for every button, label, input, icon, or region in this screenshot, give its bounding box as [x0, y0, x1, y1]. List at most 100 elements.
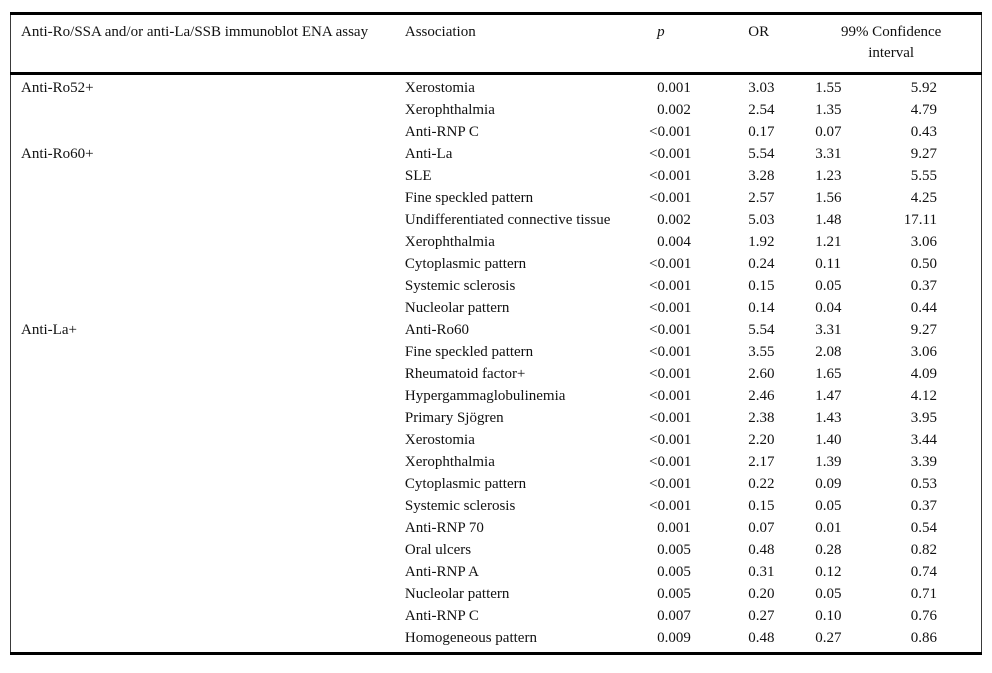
assay-group-cell [11, 495, 405, 517]
association-cell: Xerophthalmia [405, 451, 648, 473]
association-cell: Anti-RNP 70 [405, 517, 648, 539]
association-cell: Hypergammaglobulinemia [405, 385, 648, 407]
association-cell: Rheumatoid factor+ [405, 363, 648, 385]
association-cell: Xerostomia [405, 74, 648, 100]
ci-lower-cell: 0.07 [815, 124, 842, 140]
odds-ratio-cell: 2.38 [748, 410, 775, 426]
association-cell-text: Fine speckled pattern [404, 190, 534, 206]
odds-ratio-cell: 0.48 [748, 542, 775, 558]
assay-group-cell [11, 165, 405, 187]
p-value-cell: <0.001 [649, 476, 692, 492]
p-value-cell: 0.009 [657, 630, 691, 646]
column-header-assay-label: Anti-Ro/SSA and/or anti-La/SSB immunoblo… [21, 24, 369, 40]
assay-group-cell [11, 517, 405, 539]
odds-ratio-cell: 3.55 [748, 344, 775, 360]
odds-ratio-cell: 0.20 [748, 586, 775, 602]
ci-lower-cell: 1.48 [815, 212, 842, 228]
table-row: Systemic sclerosis <0.001 0.15 0.05 0.37 [11, 275, 982, 297]
ci-lower-cell: 0.10 [815, 608, 842, 624]
odds-ratio-cell: 0.48 [748, 630, 775, 646]
ci-lower-cell: 2.08 [815, 344, 842, 360]
p-value-cell: <0.001 [649, 388, 692, 404]
table-row: Oral ulcers 0.005 0.48 0.28 0.82 [11, 539, 982, 561]
table-row: Fine speckled pattern <0.001 2.57 1.56 4.25 [11, 187, 982, 209]
ci-lower-cell: 0.11 [815, 256, 841, 272]
table-row: Cytoplasmic pattern <0.001 0.22 0.09 0.53 [11, 473, 982, 495]
table-row: Homogeneous pattern 0.009 0.48 0.27 0.86 [11, 627, 982, 654]
assay-group-cell [11, 121, 405, 143]
association-cell-text: SLE [404, 168, 432, 184]
ci-upper-cell: 3.06 [910, 234, 937, 250]
odds-ratio-cell: 0.24 [748, 256, 775, 272]
assay-group-cell [11, 561, 405, 583]
association-cell: Xerophthalmia [405, 231, 648, 253]
ci-upper-cell: 3.95 [910, 410, 937, 426]
association-cell: Anti-La [405, 143, 648, 165]
column-header-ci: 99% Confidence interval [815, 13, 982, 75]
ci-upper-cell: 4.09 [910, 366, 937, 382]
odds-ratio-cell: 5.54 [748, 322, 775, 338]
association-cell-text: Oral ulcers [404, 542, 472, 558]
association-cell-text: Systemic sclerosis [404, 278, 516, 294]
odds-ratio-cell: 0.17 [748, 124, 775, 140]
table-row: Primary Sjögren <0.001 2.38 1.43 3.95 [11, 407, 982, 429]
p-value-cell: <0.001 [649, 146, 692, 162]
association-cell-text: Rheumatoid factor+ [404, 366, 526, 382]
assay-group-cell [11, 407, 405, 429]
odds-ratio-cell: 2.17 [748, 454, 775, 470]
odds-ratio-cell: 0.15 [748, 498, 775, 514]
odds-ratio-cell: 2.46 [748, 388, 775, 404]
ci-lower-cell: 3.31 [815, 146, 842, 162]
assay-group-cell [11, 451, 405, 473]
assay-group-cell [11, 583, 405, 605]
association-cell-text: Nucleolar pattern [404, 300, 510, 316]
column-header-ci-label: 99% Confidence interval [840, 24, 942, 61]
ci-upper-cell: 17.11 [903, 212, 937, 228]
association-cell: Fine speckled pattern [405, 341, 648, 363]
association-cell-text: Fine speckled pattern [404, 344, 534, 360]
p-value-cell: 0.007 [657, 608, 691, 624]
ci-lower-cell: 3.31 [815, 322, 842, 338]
assay-group-cell [11, 253, 405, 275]
table-header: Anti-Ro/SSA and/or anti-La/SSB immunoblo… [10, 13, 982, 75]
ci-lower-cell: 1.65 [815, 366, 842, 382]
p-value-cell: <0.001 [649, 278, 692, 294]
ci-upper-cell: 5.55 [910, 168, 937, 184]
table-row: Xerostomia <0.001 2.20 1.40 3.44 [11, 429, 982, 451]
ci-lower-cell: 1.55 [815, 80, 842, 96]
ci-upper-cell: 4.25 [910, 190, 937, 206]
odds-ratio-cell: 5.03 [748, 212, 775, 228]
association-cell: Nucleolar pattern [405, 583, 648, 605]
table-row: Systemic sclerosis <0.001 0.15 0.05 0.37 [11, 495, 982, 517]
ci-upper-cell: 4.12 [910, 388, 937, 404]
p-value-cell: <0.001 [649, 498, 692, 514]
ci-upper-cell: 5.92 [910, 80, 937, 96]
table-row: Cytoplasmic pattern <0.001 0.24 0.11 0.50 [11, 253, 982, 275]
ci-lower-cell: 1.35 [815, 102, 842, 118]
column-header-association-label: Association [404, 24, 476, 40]
table-row: Anti-RNP C <0.001 0.17 0.07 0.43 [11, 121, 982, 143]
ci-upper-cell: 9.27 [910, 322, 937, 338]
association-cell: Cytoplasmic pattern [405, 473, 648, 495]
assay-group-cell [11, 341, 405, 363]
table-row: SLE <0.001 3.28 1.23 5.55 [11, 165, 982, 187]
assay-group-cell [11, 605, 405, 627]
assay-group-cell [11, 99, 405, 121]
association-cell: Cytoplasmic pattern [405, 253, 648, 275]
p-value-cell: <0.001 [649, 344, 692, 360]
association-cell: Oral ulcers [405, 539, 648, 561]
p-value-cell: <0.001 [649, 322, 692, 338]
p-value-cell: <0.001 [649, 300, 692, 316]
odds-ratio-cell: 2.57 [748, 190, 775, 206]
table-row: Fine speckled pattern <0.001 3.55 2.08 3.06 [11, 341, 982, 363]
table-row: Anti-Ro60+ Anti-La <0.001 5.54 3.31 9.27 [11, 143, 982, 165]
association-cell-text: Cytoplasmic pattern [404, 256, 527, 272]
association-cell: Xerophthalmia [405, 99, 648, 121]
association-cell-text: Anti-Ro60 [404, 322, 470, 338]
ci-lower-cell: 1.21 [815, 234, 842, 250]
p-value-cell: 0.005 [657, 586, 691, 602]
column-header-or: OR [748, 13, 816, 75]
table-row: Anti-RNP A 0.005 0.31 0.12 0.74 [11, 561, 982, 583]
table-row: Xerophthalmia 0.002 2.54 1.35 4.79 [11, 99, 982, 121]
